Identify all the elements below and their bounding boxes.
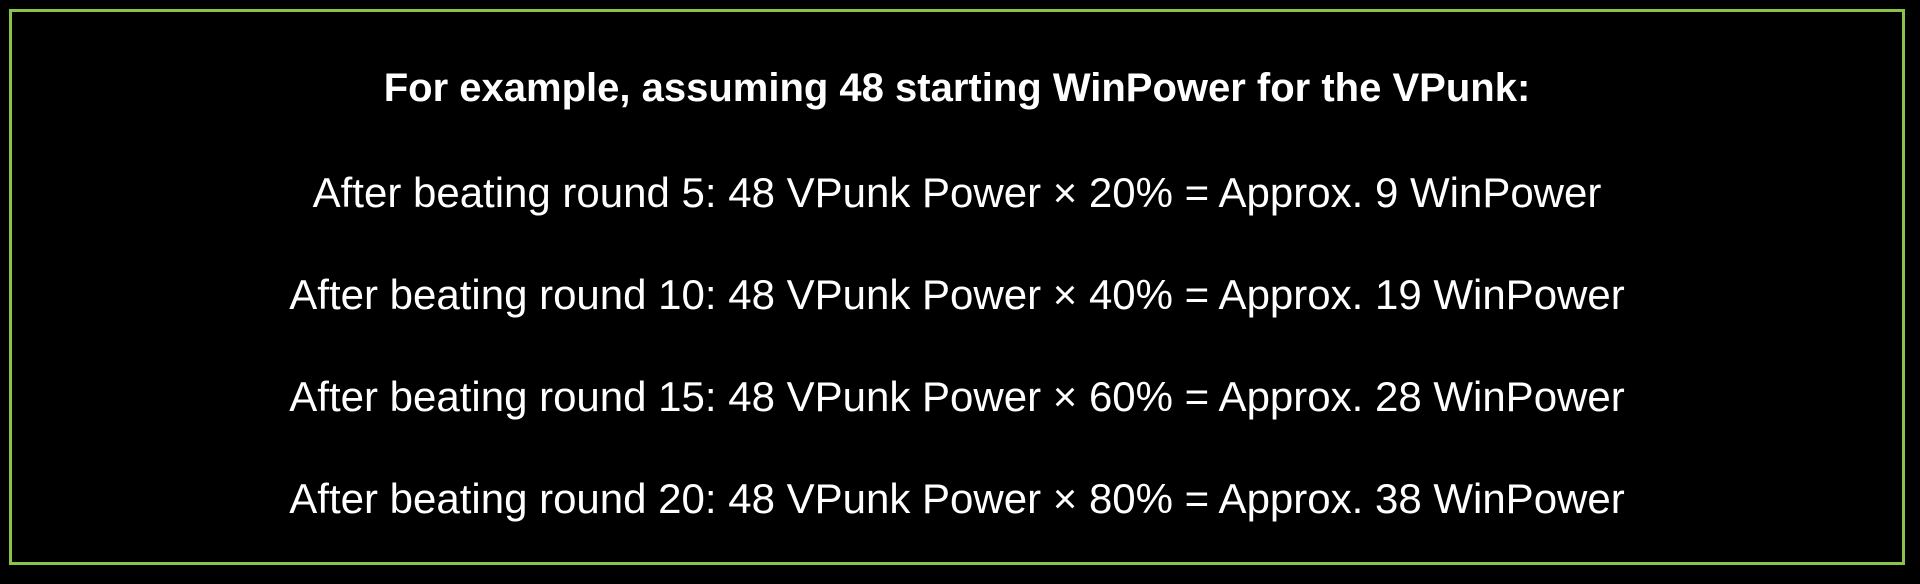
example-row-round-20: After beating round 20: 48 VPunk Power ×… (289, 475, 1625, 522)
example-box: For example, assuming 48 starting WinPow… (9, 9, 1905, 565)
example-row-round-5: After beating round 5: 48 VPunk Power × … (312, 169, 1602, 216)
example-row-round-15: After beating round 15: 48 VPunk Power ×… (289, 373, 1625, 420)
example-heading: For example, assuming 48 starting WinPow… (383, 66, 1531, 110)
example-row-round-10: After beating round 10: 48 VPunk Power ×… (289, 271, 1625, 318)
